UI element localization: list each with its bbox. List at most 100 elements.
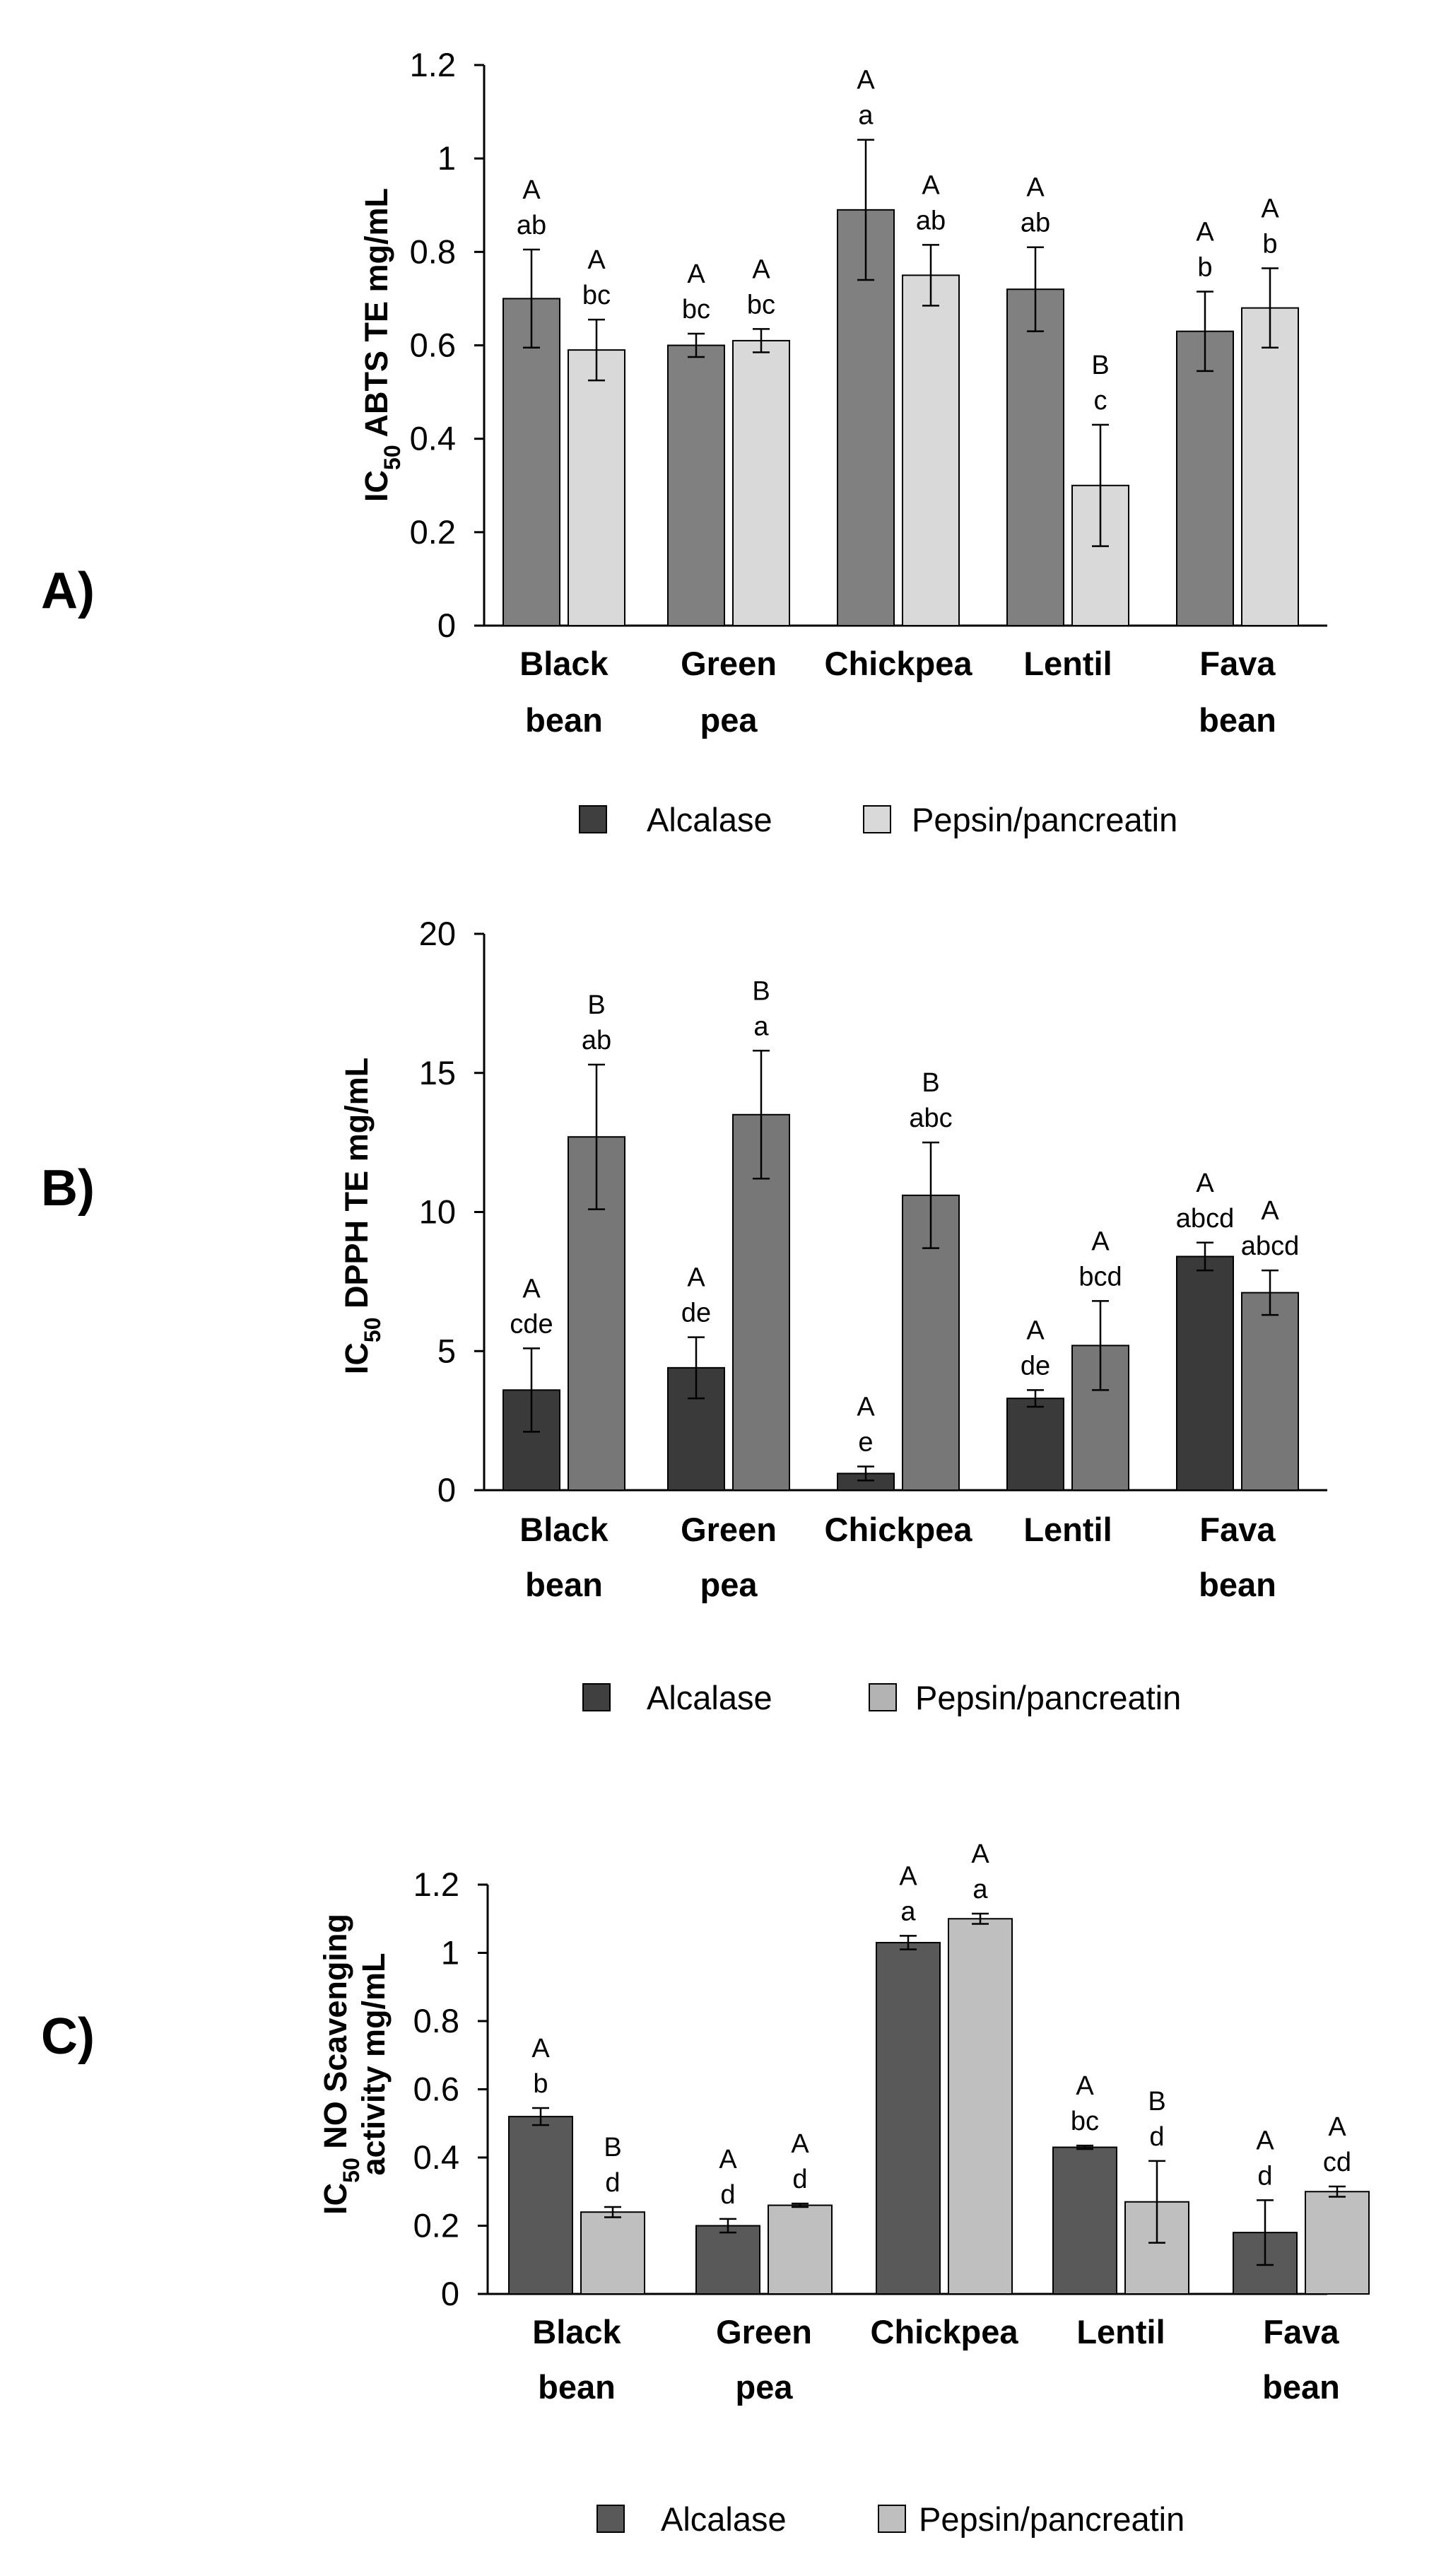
category-label-line2: bean [525,701,603,739]
bar-pepsin-5 [1241,1292,1299,1491]
legend-swatch-alcalase [596,2505,625,2533]
letter-upper: A [1091,1226,1110,1256]
letter-upper: A [857,66,875,95]
letter-upper: B [1148,2087,1165,2117]
y-tick-label: 0.6 [413,2071,459,2108]
letter-lower: a [900,1897,916,1926]
legend-swatch-pepsin [869,1683,897,1711]
letter-upper: A [922,170,940,200]
category-label-line2: pea [736,2368,794,2406]
panel-label: B) [41,1160,95,1217]
bar-alcalase-3 [876,1942,941,2295]
letter-lower: d [792,2165,807,2194]
letter-lower: abc [909,1103,952,1133]
category-label-line2: pea [700,1566,758,1603]
category-label-line2: bean [1199,701,1276,739]
letter-upper: B [604,2133,621,2162]
bar-pepsin-1 [580,2211,645,2295]
y-tick-label: 1 [437,139,456,177]
letter-upper: A [1196,218,1214,247]
bar-pepsin-3 [948,1918,1013,2295]
letter-lower: bc [582,281,611,310]
panel-label: C) [41,2008,95,2065]
legend-swatch-pepsin [863,805,891,833]
legend-label-alcalase: Alcalase [647,1679,772,1716]
y-tick-label: 5 [437,1332,456,1369]
y-tick-label: 1.2 [413,1866,459,1903]
letter-upper: A [791,2129,809,2159]
letter-lower: ab [582,1026,611,1055]
letter-lower: b [1262,229,1277,259]
letter-upper: A [1261,194,1279,223]
legend-label-alcalase: Alcalase [661,2500,787,2538]
y-tick-label: 1 [441,1934,459,1972]
y-tick-label: 1.2 [410,46,456,83]
y-axis-label-subscript: 50 [360,1317,385,1342]
category-label: Lentil [1023,645,1112,682]
y-tick-label: 0.8 [413,2002,459,2039]
bar-alcalase-2 [667,344,725,626]
letter-lower: b [1197,253,1212,283]
y-axis-label-subscript: 50 [380,445,405,470]
letter-lower: de [1021,1351,1050,1381]
letter-upper: A [687,1263,705,1293]
letter-lower: d [605,2168,620,2198]
bar-alcalase-5 [1176,330,1234,626]
category-label-line2: bean [525,1566,603,1603]
letter-lower: c [1094,386,1107,416]
panel-label: A) [41,563,95,619]
letter-upper: A [752,254,770,284]
letter-lower: bc [682,295,710,324]
y-axis-label-text: NO Scavenging [317,1914,353,2158]
letter-upper: B [922,1068,939,1098]
bar-pepsin-2 [768,2204,833,2295]
category-label: Green [681,1511,777,1548]
category-label: Chickpea [825,645,973,682]
category-label: Fava [1199,645,1276,682]
letter-upper: A [1256,2126,1274,2155]
bar-pepsin-5 [1241,307,1299,626]
letter-lower: e [858,1428,873,1458]
letter-lower: ab [517,211,546,240]
legend-label-pepsin: Pepsin/pancreatin [915,1679,1181,1716]
bar-pepsin-1 [568,349,625,626]
category-label: Black [519,645,609,682]
y-axis-label-ic: IC [317,2183,353,2215]
letter-lower: cde [510,1309,553,1339]
letter-lower: bc [747,290,775,320]
legend-swatch-alcalase [579,805,607,833]
letter-lower: d [1149,2122,1164,2152]
category-label: Chickpea [825,1511,973,1548]
legend-label-pepsin: Pepsin/pancreatin [912,801,1177,838]
bar-alcalase-4 [1006,1398,1064,1492]
y-axis-label-ic: IC [339,1342,375,1374]
letter-upper: B [752,976,770,1006]
bar-alcalase-4 [1006,288,1064,626]
y-tick-label: 0 [441,2275,459,2312]
y-axis-label-text: DPPH TE mg/mL [339,1058,375,1318]
chart-3: C) 0 0.2 0.4 0.6 0.8 1 1.2 IC50 NO Scavengingact… [41,1839,1370,2538]
letter-upper: A [899,1861,917,1891]
letter-upper: A [857,1393,875,1422]
bar-alcalase-1 [508,2116,573,2295]
bar-pepsin-3 [902,274,960,626]
y-axis-label-text-line2: activity mg/mL [355,1953,392,2175]
y-tick-label: 0.6 [410,327,456,364]
letter-upper: A [587,245,606,275]
bar-pepsin-5 [1305,2191,1370,2295]
y-axis-label: IC50 ABTS TE mg/mL [358,188,405,502]
letter-lower: a [972,1875,988,1904]
y-tick-label: 10 [419,1193,456,1231]
category-label-line2: bean [538,2368,616,2406]
letter-lower: cd [1323,2148,1351,2177]
category-label: Fava [1263,2313,1339,2350]
category-label: Black [532,2313,621,2350]
letter-upper: A [1076,2071,1094,2101]
letter-lower: de [681,1299,711,1328]
letter-upper: A [1026,1316,1045,1345]
letter-upper: A [522,175,541,205]
bar-pepsin-2 [732,339,790,626]
y-axis-label-subscript: 50 [339,2158,364,2183]
